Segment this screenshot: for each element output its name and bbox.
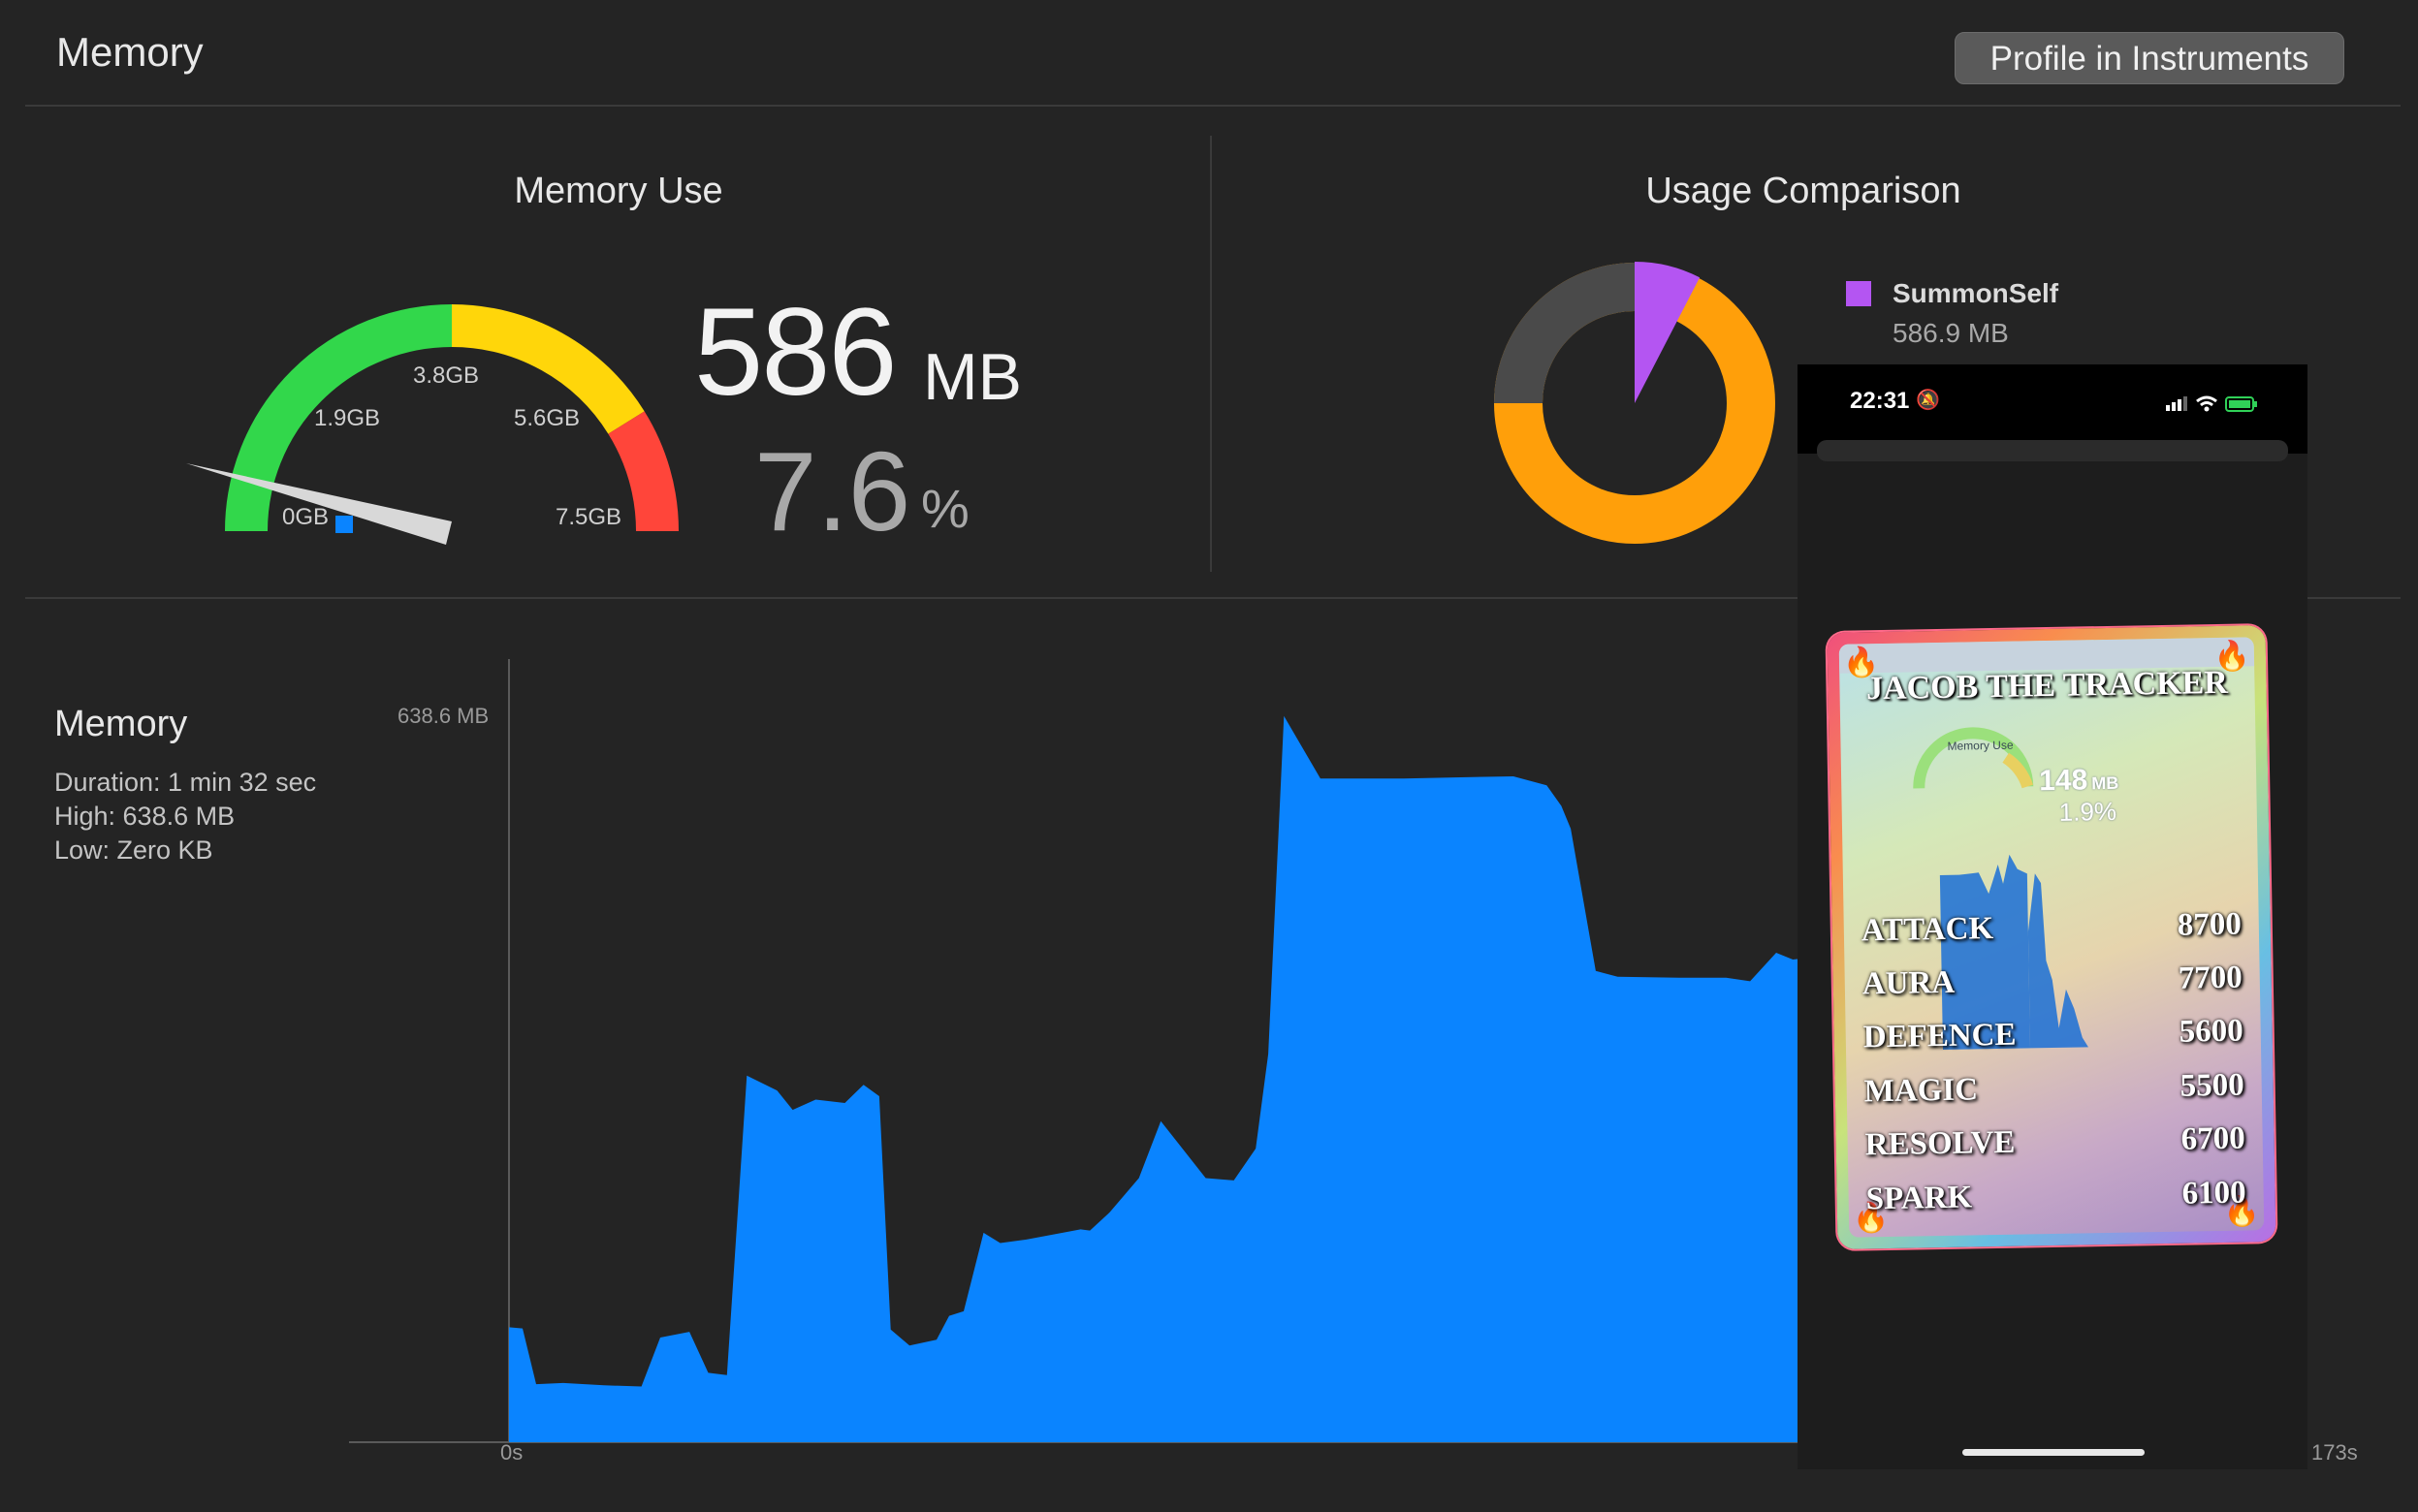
legend-app-value: 586.9 MB xyxy=(1893,318,2009,348)
duration-stat: Duration: 1 min 32 sec xyxy=(54,768,317,797)
silent-bell-icon: 🔕 xyxy=(1916,390,1940,411)
phone-status-bar: 22:31 🔕 xyxy=(1798,364,2307,454)
gauge-label-0gb: 0GB xyxy=(282,504,330,530)
usage-comparison-title: Usage Comparison xyxy=(1645,171,1961,211)
stat-value-aura: 7700 xyxy=(2178,960,2243,996)
mini-screen-unit: MB xyxy=(2091,772,2119,794)
donut-app-segment xyxy=(1635,262,1701,403)
stat-value-resolve: 6700 xyxy=(2180,1120,2245,1157)
memory-gauge xyxy=(186,304,679,545)
mini-screen-value: 148 xyxy=(2038,764,2088,798)
trading-card: Memory Use 148 MB 1.9% 🔥 🔥 🔥 🔥 JACOB THE… xyxy=(1827,625,2276,1249)
section-divider xyxy=(25,597,2401,599)
phone-notification-strip xyxy=(1817,440,2288,461)
stat-value-spark: 6100 xyxy=(2181,1175,2246,1212)
card-background-screen xyxy=(1838,637,2255,1050)
stat-name-spark: SPARK xyxy=(1865,1180,1973,1217)
gauge-usage-marker xyxy=(335,516,353,533)
low-stat: Low: Zero KB xyxy=(54,835,213,865)
gauge-yellow-segment xyxy=(451,304,645,434)
header-title: Memory xyxy=(56,29,204,75)
gauge-label-7-5gb: 7.5GB xyxy=(556,504,622,530)
donut-other-segment xyxy=(1494,263,1636,404)
y-axis-max-label: 638.6 MB xyxy=(398,704,490,728)
mini-gauge xyxy=(1913,727,2034,789)
phone-status-icons xyxy=(2166,395,2257,412)
mini-screen-title: Memory Use xyxy=(1947,738,2014,753)
gauge-green-segment xyxy=(225,304,453,532)
mini-toolbar xyxy=(1838,637,2255,674)
panel-divider xyxy=(1210,136,1212,572)
memory-value: 586 xyxy=(694,283,898,422)
gauge-label-3-8gb: 3.8GB xyxy=(413,362,480,389)
gauge-red-segment xyxy=(608,411,679,532)
phone-time: 22:31 xyxy=(1850,388,1910,414)
high-stat: High: 638.6 MB xyxy=(54,802,236,831)
memory-graph-title: Memory xyxy=(54,704,188,744)
stat-name-aura: AURA xyxy=(1861,964,1956,1002)
memory-area-series xyxy=(509,715,1944,1442)
mini-screen-percent: 1.9% xyxy=(2058,796,2117,827)
usage-donut-chart xyxy=(1494,262,1775,544)
profile-in-instruments-button[interactable]: Profile in Instruments xyxy=(1955,32,2344,84)
stat-name-resolve: RESOLVE xyxy=(1864,1124,2016,1163)
x-axis-start-label: 0s xyxy=(500,1440,524,1465)
legend-app-name: SummonSelf xyxy=(1893,278,2059,308)
legend-swatch-summonself xyxy=(1846,281,1871,306)
phone-screenshot-overlay: 22:31 🔕 xyxy=(1798,364,2307,1469)
stat-value-attack: 8700 xyxy=(2177,906,2243,943)
stat-name-defence: DEFENCE xyxy=(1862,1017,2017,1055)
stat-value-magic: 5500 xyxy=(2179,1067,2245,1104)
card-title: JACOB THE TRACKER xyxy=(1865,664,2229,708)
header-divider xyxy=(25,105,2401,107)
stat-name-attack: ATTACK xyxy=(1861,911,1994,949)
memory-use-title: Memory Use xyxy=(514,171,723,211)
battery-icon xyxy=(2225,396,2257,412)
x-axis-end-label: 173s xyxy=(2311,1440,2358,1465)
card-face: Memory Use 148 MB 1.9% 🔥 🔥 🔥 🔥 JACOB THE… xyxy=(1838,637,2265,1238)
gauge-needle xyxy=(186,463,452,545)
memory-percent-unit: % xyxy=(921,478,970,539)
wifi-icon xyxy=(2196,395,2217,412)
memory-unit: MB xyxy=(923,340,1022,414)
gauge-label-5-6gb: 5.6GB xyxy=(514,405,581,431)
stat-name-magic: MAGIC xyxy=(1863,1072,1979,1110)
mini-area-chart xyxy=(1939,854,2030,1050)
phone-home-indicator xyxy=(1962,1449,2145,1456)
signal-icon xyxy=(2166,396,2187,411)
gauge-label-1-9gb: 1.9GB xyxy=(314,405,381,431)
memory-percent: 7.6 xyxy=(754,428,911,554)
stat-value-defence: 5600 xyxy=(2179,1013,2244,1050)
